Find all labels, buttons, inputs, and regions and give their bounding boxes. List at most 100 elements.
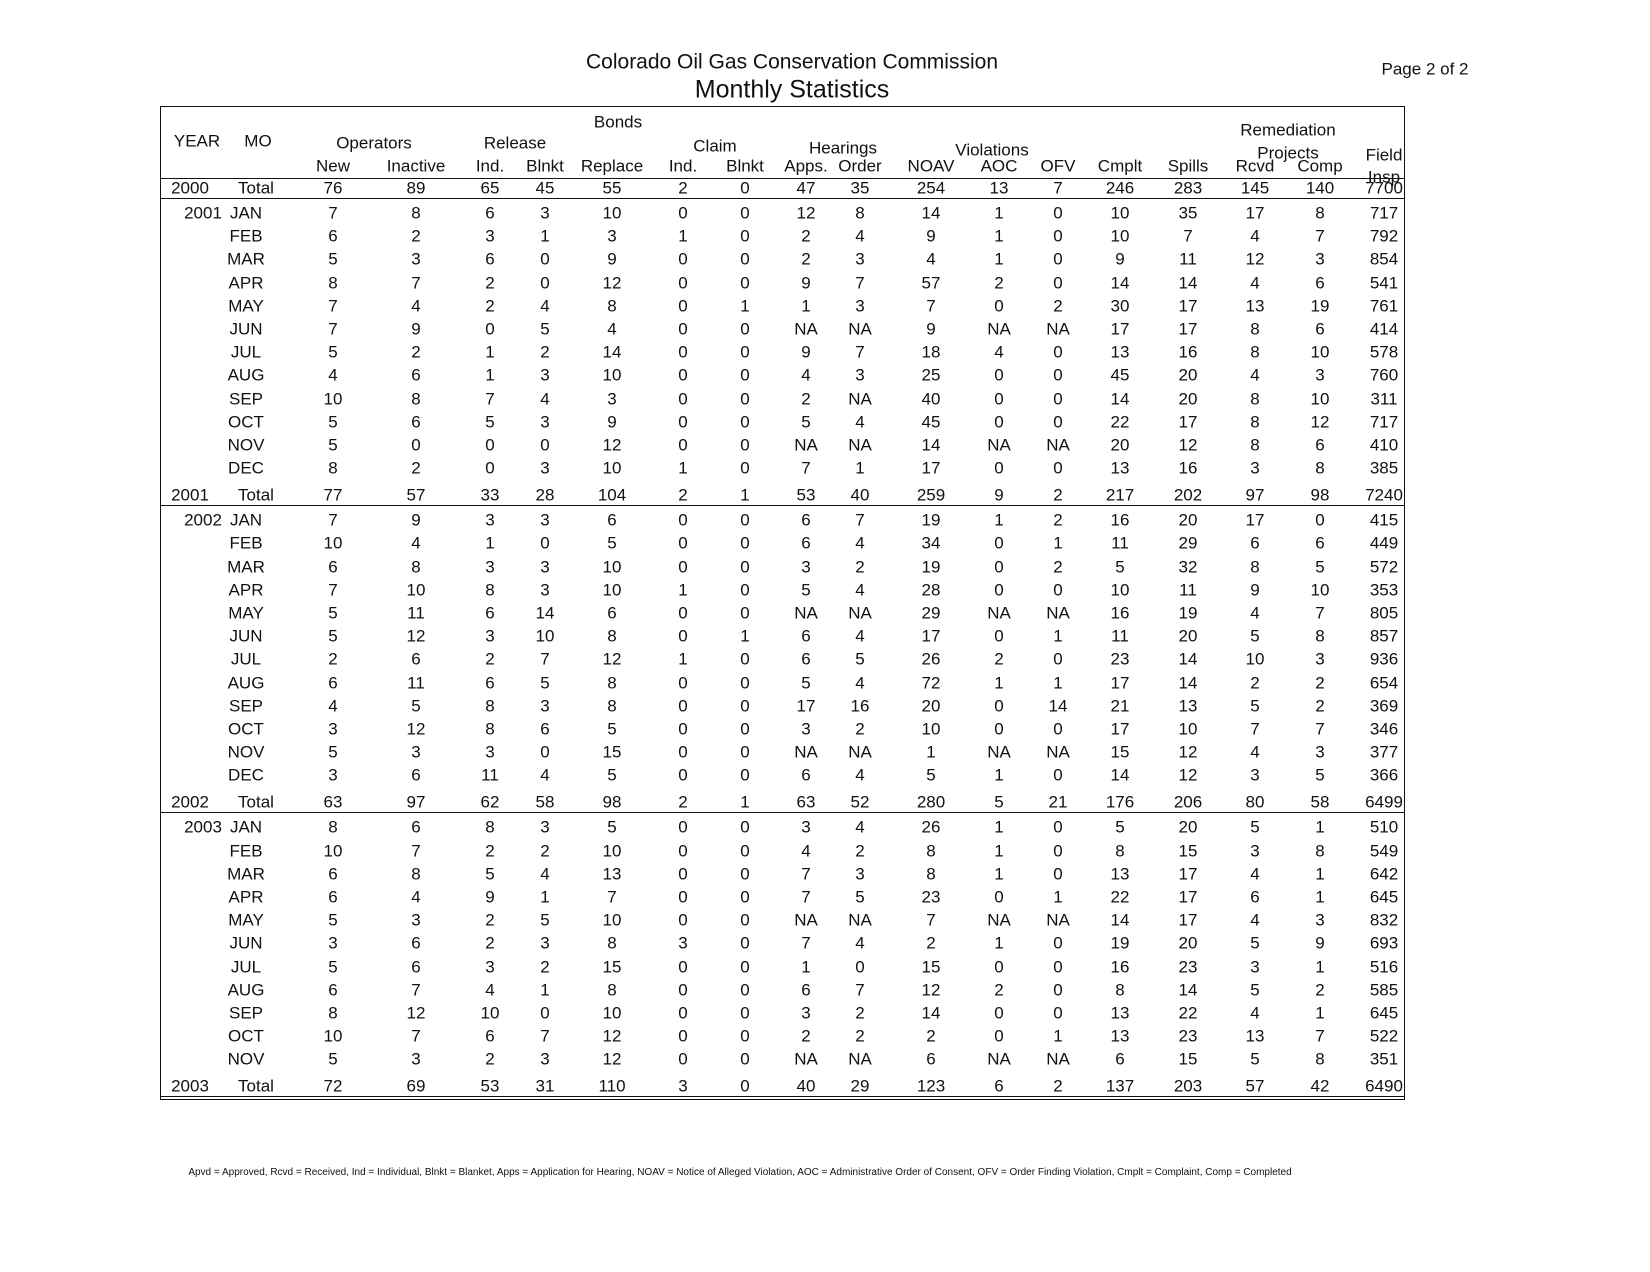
value-cell: 6490 xyxy=(1365,1076,1403,1096)
value-cell: 1 xyxy=(1315,887,1325,907)
value-cell: 3 xyxy=(540,458,550,478)
value-cell: 9 xyxy=(1315,933,1325,953)
value-cell: 0 xyxy=(540,1003,550,1023)
month-cell: MAY xyxy=(228,296,264,316)
value-cell: NA xyxy=(987,603,1011,623)
value-cell: 0 xyxy=(740,1076,750,1096)
value-cell: NA xyxy=(987,742,1011,762)
column-header: Ind. xyxy=(475,156,505,176)
value-cell: 17 xyxy=(1245,510,1265,530)
value-cell: 35 xyxy=(1178,203,1198,223)
value-cell: 12 xyxy=(796,203,816,223)
value-cell: 13 xyxy=(989,178,1009,198)
value-cell: 3 xyxy=(540,557,550,577)
table-frame xyxy=(160,106,1405,1100)
value-cell: 12 xyxy=(406,719,426,739)
column-header: AOC xyxy=(980,156,1018,176)
value-cell: 0 xyxy=(678,817,688,837)
month-cell: JAN xyxy=(229,510,263,530)
value-cell: 6 xyxy=(411,412,421,432)
month-cell: Total xyxy=(238,178,274,198)
value-cell: 7 xyxy=(607,887,617,907)
value-cell: 0 xyxy=(678,719,688,739)
value-cell: 0 xyxy=(678,296,688,316)
group-header: Operators xyxy=(336,133,412,153)
value-cell: 5 xyxy=(411,696,421,716)
value-cell: 5 xyxy=(328,412,338,432)
column-header: NOAV xyxy=(907,156,955,176)
value-cell: 351 xyxy=(1369,1049,1399,1069)
value-cell: 6 xyxy=(1315,273,1325,293)
value-cell: 2 xyxy=(855,1026,865,1046)
value-cell: 5 xyxy=(1250,817,1260,837)
value-cell: 8 xyxy=(1250,435,1260,455)
value-cell: 4 xyxy=(855,673,865,693)
column-header: Spills xyxy=(1167,156,1209,176)
value-cell: 0 xyxy=(740,510,750,530)
value-cell: 0 xyxy=(678,673,688,693)
value-cell: 14 xyxy=(1110,910,1130,930)
value-cell: NA xyxy=(794,319,818,339)
value-cell: 1 xyxy=(994,249,1004,269)
value-cell: 0 xyxy=(678,1049,688,1069)
value-cell: 4 xyxy=(540,296,550,316)
value-cell: 0 xyxy=(994,557,1004,577)
value-cell: 3 xyxy=(607,389,617,409)
value-cell: NA xyxy=(987,910,1011,930)
value-cell: 45 xyxy=(921,412,941,432)
value-cell: 6 xyxy=(328,980,338,1000)
value-cell: 12 xyxy=(406,1003,426,1023)
value-cell: 5 xyxy=(1315,557,1325,577)
month-cell: APR xyxy=(228,273,264,293)
value-cell: 5 xyxy=(540,319,550,339)
value-cell: 6 xyxy=(1250,887,1260,907)
value-cell: 0 xyxy=(994,412,1004,432)
value-cell: NA xyxy=(1046,1049,1070,1069)
value-cell: 6 xyxy=(801,649,811,669)
row-rule xyxy=(160,505,1405,507)
value-cell: 0 xyxy=(1315,510,1325,530)
value-cell: 6 xyxy=(801,765,811,785)
value-cell: 0 xyxy=(740,742,750,762)
value-cell: 6 xyxy=(411,365,421,385)
value-cell: 17 xyxy=(1245,203,1265,223)
value-cell: 2 xyxy=(540,342,550,362)
value-cell: 10 xyxy=(323,841,343,861)
value-cell: 5 xyxy=(540,910,550,930)
value-cell: 7 xyxy=(801,458,811,478)
value-cell: 25 xyxy=(921,365,941,385)
value-cell: 0 xyxy=(485,435,495,455)
value-cell: 0 xyxy=(678,957,688,977)
value-cell: 9 xyxy=(926,319,936,339)
value-cell: 145 xyxy=(1240,178,1270,198)
value-cell: 4 xyxy=(855,817,865,837)
value-cell: 2 xyxy=(485,933,495,953)
value-cell: 203 xyxy=(1173,1076,1203,1096)
value-cell: 10 xyxy=(921,719,941,739)
value-cell: 449 xyxy=(1369,533,1399,553)
value-cell: 0 xyxy=(740,557,750,577)
value-cell: 11 xyxy=(481,765,499,785)
month-cell: AUG xyxy=(227,980,265,1000)
value-cell: 10 xyxy=(602,841,622,861)
value-cell: 7 xyxy=(1315,226,1325,246)
value-cell: 4 xyxy=(540,864,550,884)
value-cell: 415 xyxy=(1369,510,1399,530)
value-cell: 3 xyxy=(540,817,550,837)
value-cell: 2 xyxy=(801,226,811,246)
value-cell: 1 xyxy=(994,765,1004,785)
value-cell: 2 xyxy=(1053,557,1063,577)
year-cell: 2002 xyxy=(171,792,209,812)
value-cell: 12 xyxy=(1310,412,1330,432)
value-cell: 23 xyxy=(921,887,941,907)
value-cell: 0 xyxy=(994,696,1004,716)
value-cell: 2 xyxy=(855,841,865,861)
value-cell: 0 xyxy=(740,673,750,693)
value-cell: 176 xyxy=(1105,792,1135,812)
value-cell: 23 xyxy=(1110,649,1130,669)
value-cell: 4 xyxy=(855,533,865,553)
value-cell: 0 xyxy=(540,533,550,553)
month-cell: JUL xyxy=(230,342,262,362)
value-cell: 377 xyxy=(1369,742,1399,762)
value-cell: 3 xyxy=(540,1049,550,1069)
